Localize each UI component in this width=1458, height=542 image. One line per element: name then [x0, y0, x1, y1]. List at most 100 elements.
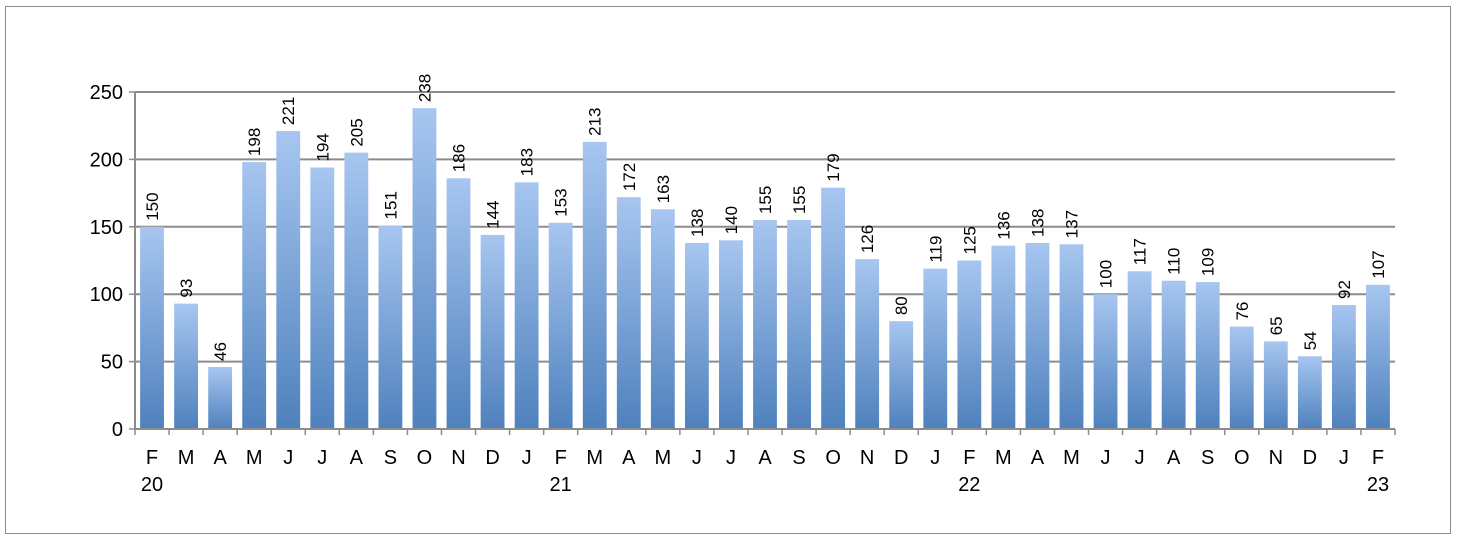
bar-21 [855, 259, 880, 429]
bar-32 [1229, 326, 1254, 429]
x-tick-label-13: M [586, 447, 603, 469]
bar-27 [1059, 244, 1084, 429]
data-label-22: 80 [892, 296, 911, 315]
data-label-0: 150 [143, 192, 162, 220]
bar-8 [412, 108, 437, 430]
data-label-9: 186 [450, 144, 469, 172]
bar-4 [276, 131, 301, 430]
bar-29 [1127, 271, 1152, 429]
bar-23 [923, 268, 948, 429]
bars [140, 108, 1390, 430]
year-label-23: 23 [1367, 474, 1389, 496]
data-label-2: 46 [211, 342, 230, 361]
bar-0 [140, 226, 164, 429]
bar-11 [514, 182, 539, 429]
x-tick-label-6: A [350, 447, 364, 469]
bar-16 [684, 242, 709, 429]
bar-25 [991, 245, 1016, 429]
data-label-33: 65 [1267, 316, 1286, 335]
bar-3 [242, 162, 267, 429]
data-label-1: 93 [177, 279, 196, 298]
data-label-12: 153 [552, 188, 571, 216]
bar-30 [1161, 280, 1186, 429]
data-label-18: 155 [756, 186, 775, 214]
data-label-16: 138 [688, 209, 707, 237]
data-label-7: 151 [381, 191, 400, 219]
x-tick-label-3: M [246, 447, 263, 469]
data-label-17: 140 [722, 206, 741, 234]
x-tick-label-17: J [726, 447, 736, 469]
bar-20 [821, 187, 846, 429]
bar-22 [889, 321, 914, 429]
x-tick-label-7: S [384, 447, 397, 469]
bar-28 [1093, 294, 1118, 429]
bar-13 [582, 141, 607, 429]
x-tick-label-4: J [283, 447, 293, 469]
data-label-19: 155 [790, 186, 809, 214]
y-tick-label-100: 100 [90, 284, 123, 306]
x-tick-label-27: M [1063, 447, 1080, 469]
data-label-21: 126 [858, 225, 877, 253]
bar-18 [753, 220, 777, 429]
x-tick-label-26: A [1031, 447, 1045, 469]
x-tick-label-16: J [692, 447, 702, 469]
bar-35 [1332, 304, 1356, 429]
x-tick-label-35: J [1339, 447, 1349, 469]
x-tick-label-29: J [1135, 447, 1145, 469]
x-tick-label-10: D [485, 447, 499, 469]
x-tick-label-11: J [522, 447, 532, 469]
bar-1 [174, 303, 198, 429]
data-label-4: 221 [279, 97, 298, 125]
y-tick-label-200: 200 [90, 149, 123, 171]
data-label-24: 125 [960, 226, 979, 254]
data-label-20: 179 [824, 153, 843, 181]
data-label-10: 144 [484, 201, 503, 229]
bar-24 [957, 260, 982, 429]
x-tick-label-15: M [655, 447, 672, 469]
data-label-6: 205 [347, 118, 366, 146]
bar-34 [1297, 356, 1322, 429]
bar-36 [1366, 284, 1390, 429]
x-tick-label-25: M [995, 447, 1012, 469]
x-tick-label-2: A [213, 447, 227, 469]
x-axis: F M A M J J A S O N D J F M A M J J A S O N D J F M A M J J A S O N D J F20 2… [134, 92, 1396, 496]
data-label-29: 117 [1131, 238, 1150, 265]
year-label-21: 21 [550, 474, 572, 496]
x-tick-label-5: J [317, 447, 327, 469]
bar-7 [378, 225, 403, 429]
data-label-3: 198 [245, 128, 264, 156]
x-tick-label-22: D [894, 447, 908, 469]
x-tick-label-19: S [792, 447, 805, 469]
bar-33 [1263, 341, 1288, 429]
data-label-13: 213 [586, 108, 605, 136]
bar-19 [787, 220, 811, 429]
year-label-20: 20 [141, 474, 163, 496]
bar-2 [208, 366, 233, 429]
x-tick-label-30: A [1167, 447, 1181, 469]
bar-15 [650, 209, 675, 429]
data-label-15: 163 [654, 175, 673, 203]
bar-31 [1195, 282, 1220, 429]
data-label-32: 76 [1233, 302, 1252, 321]
year-label-22: 22 [958, 474, 980, 496]
bar-6 [344, 152, 369, 429]
x-tick-label-18: A [758, 447, 772, 469]
data-label-11: 183 [518, 148, 537, 176]
x-tick-label-33: N [1269, 447, 1283, 469]
data-label-34: 54 [1301, 331, 1320, 350]
data-label-35: 92 [1335, 280, 1354, 299]
data-label-8: 238 [415, 74, 434, 102]
data-label-25: 136 [994, 211, 1013, 239]
x-tick-label-12: F [555, 447, 567, 469]
data-label-5: 194 [313, 133, 332, 161]
x-tick-label-1: M [178, 447, 195, 469]
y-axis-ticks: 0 50 100 150 200 250 [90, 82, 135, 441]
bar-26 [1025, 242, 1050, 429]
x-tick-label-34: D [1303, 447, 1317, 469]
y-tick-label-150: 150 [90, 217, 123, 239]
x-tick-label-14: A [622, 447, 636, 469]
data-label-31: 109 [1199, 248, 1218, 276]
data-label-14: 172 [620, 163, 639, 191]
data-label-36: 107 [1369, 250, 1388, 278]
